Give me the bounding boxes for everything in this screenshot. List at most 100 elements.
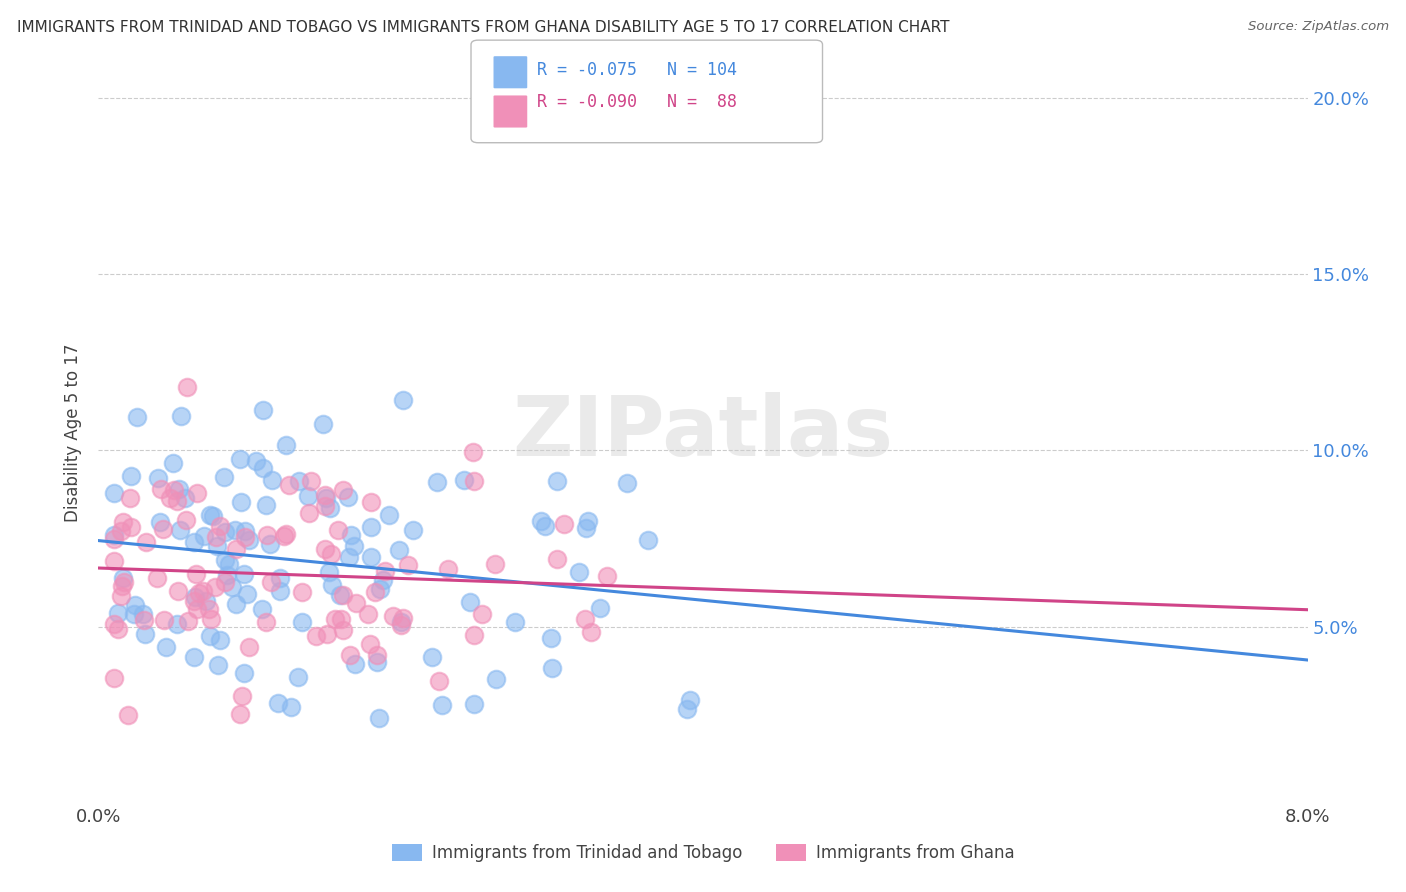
Point — [575, 521, 598, 535]
Point — [364, 585, 387, 599]
Point — [201, 509, 224, 524]
Point — [162, 456, 184, 470]
Legend: Immigrants from Trinidad and Tobago, Immigrants from Ghana: Immigrants from Trinidad and Tobago, Imm… — [385, 837, 1021, 869]
Point — [389, 615, 412, 630]
Point — [221, 580, 243, 594]
Point — [260, 574, 283, 589]
Point — [485, 672, 508, 686]
Point — [135, 535, 157, 549]
Point — [312, 417, 335, 431]
Point — [426, 475, 449, 489]
Point — [146, 570, 169, 584]
Point — [453, 473, 475, 487]
Point — [387, 543, 409, 558]
Point — [503, 615, 526, 629]
Point — [167, 482, 190, 496]
Point — [541, 660, 564, 674]
Point — [186, 486, 208, 500]
Point — [117, 707, 139, 722]
Point — [402, 523, 425, 537]
Point — [110, 590, 132, 604]
Point — [231, 689, 253, 703]
Point — [553, 516, 575, 531]
Point — [111, 571, 134, 585]
Point — [679, 693, 702, 707]
Point — [314, 499, 336, 513]
Point — [229, 707, 252, 722]
Point — [254, 499, 277, 513]
Point — [676, 701, 699, 715]
Point — [225, 541, 247, 556]
Point — [360, 495, 382, 509]
Point — [332, 624, 354, 638]
Point — [534, 519, 557, 533]
Point — [391, 392, 413, 407]
Point — [269, 571, 291, 585]
Point — [204, 530, 226, 544]
Point — [540, 631, 562, 645]
Point — [314, 541, 336, 556]
Point — [207, 657, 229, 672]
Point — [392, 611, 415, 625]
Point — [110, 524, 132, 538]
Point — [250, 601, 273, 615]
Point — [278, 478, 301, 492]
Point — [568, 565, 591, 579]
Point — [321, 547, 343, 561]
Point — [183, 535, 205, 549]
Point — [374, 564, 396, 578]
Point — [430, 698, 453, 712]
Point — [215, 568, 238, 582]
Point — [209, 633, 232, 648]
Point — [266, 697, 288, 711]
Point — [273, 529, 295, 543]
Point — [574, 612, 596, 626]
Point — [260, 473, 283, 487]
Point — [184, 590, 207, 604]
Point — [107, 606, 129, 620]
Point — [332, 588, 354, 602]
Point — [366, 656, 388, 670]
Point — [458, 595, 481, 609]
Point — [579, 624, 602, 639]
Point — [463, 698, 485, 712]
Point — [155, 640, 177, 654]
Point — [125, 410, 148, 425]
Point — [174, 513, 197, 527]
Point — [339, 648, 361, 662]
Point — [231, 495, 253, 509]
Point — [224, 524, 246, 538]
Point — [463, 628, 485, 642]
Point — [183, 649, 205, 664]
Point — [323, 612, 346, 626]
Point — [546, 474, 568, 488]
Point — [381, 608, 404, 623]
Point — [166, 494, 188, 508]
Point — [163, 483, 186, 498]
Point — [193, 584, 215, 599]
Point — [370, 582, 392, 596]
Text: Source: ZipAtlas.com: Source: ZipAtlas.com — [1249, 20, 1389, 33]
Point — [343, 539, 366, 553]
Point — [463, 445, 485, 459]
Point — [184, 567, 207, 582]
Point — [193, 529, 215, 543]
Point — [269, 583, 291, 598]
Point — [186, 602, 208, 616]
Point — [124, 599, 146, 613]
Point — [169, 409, 191, 424]
Point — [463, 475, 485, 489]
Point — [103, 554, 125, 568]
Point — [368, 711, 391, 725]
Point — [153, 613, 176, 627]
Point — [233, 524, 256, 538]
Point — [214, 525, 236, 540]
Point — [291, 615, 314, 629]
Point — [245, 454, 267, 468]
Point — [589, 600, 612, 615]
Point — [318, 565, 340, 579]
Point — [167, 583, 190, 598]
Point — [212, 470, 235, 484]
Point — [427, 674, 450, 689]
Point — [546, 552, 568, 566]
